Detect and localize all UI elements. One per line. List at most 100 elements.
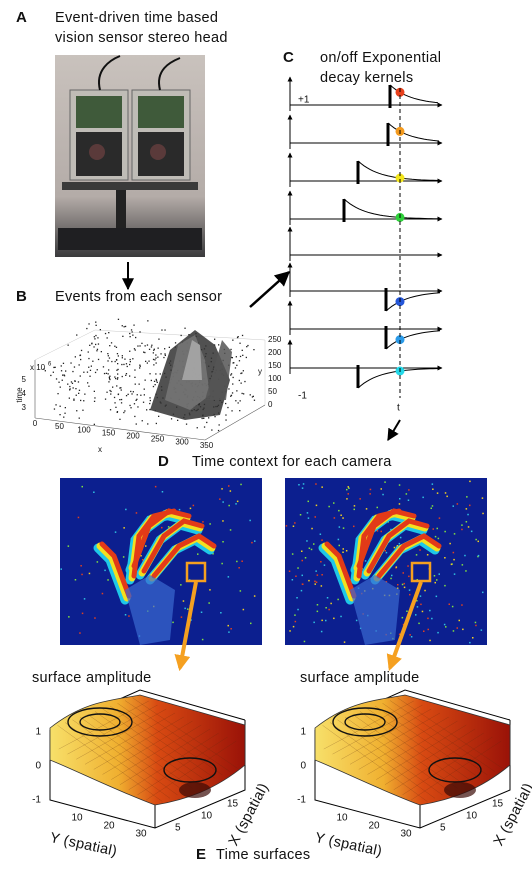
noise-dot [402,584,404,586]
event-dot [253,349,254,350]
panel-label: D [158,453,169,470]
noise-dot [168,526,170,528]
event-dot [157,357,158,358]
noise-dot [407,565,409,567]
noise-dot [104,570,106,572]
event-dot [71,381,72,382]
noise-dot [289,571,291,573]
noise-dot [300,514,302,516]
event-dot [97,369,98,370]
kernel-plots [290,77,442,398]
noise-dot [315,570,317,572]
event-dot [154,359,155,360]
noise-dot [369,493,371,495]
event-dot [139,345,140,346]
event-dot [76,410,77,411]
event-dot [110,391,111,392]
event-dot [92,361,93,362]
noise-dot [417,606,419,608]
axis-exponent: x 10 [30,363,46,372]
noise-dot [408,489,410,491]
noise-dot [406,493,408,495]
noise-dot [78,517,80,519]
noise-dot [314,581,316,583]
noise-dot [250,623,252,625]
event-dot [81,350,82,351]
noise-dot [381,531,383,533]
event-dot [94,397,95,398]
event-dot [114,402,115,403]
noise-dot [184,608,186,610]
event-dot [75,388,76,389]
noise-dot [197,553,199,555]
event-dot [160,353,161,354]
noise-dot [317,574,319,576]
event-dot [154,349,155,350]
noise-dot [302,584,304,586]
noise-dot [237,501,239,503]
event-dot [240,400,241,401]
noise-dot [230,490,232,492]
noise-dot [420,595,422,597]
event-dot [225,414,226,415]
event-dot [83,372,84,373]
axis-exponent: 6 [48,362,52,368]
noise-dot [340,616,342,618]
event-dot [88,386,89,387]
noise-dot [390,578,392,580]
noise-dot [228,625,230,627]
noise-dot [415,614,417,616]
noise-dot [304,641,306,643]
noise-dot [302,560,304,562]
noise-dot [251,542,253,544]
event-dot [95,372,96,373]
noise-dot [466,508,468,510]
noise-dot [482,513,484,515]
noise-dot [308,580,310,582]
event-dot [151,346,152,347]
noise-dot [292,553,294,555]
noise-dot [228,505,230,507]
kernel-max-label: +1 [298,95,310,106]
event-dot [106,392,107,393]
event-dot [236,365,237,366]
event-dot [115,361,116,362]
event-dot [50,375,51,376]
noise-dot [431,618,433,620]
noise-dot [193,505,195,507]
noise-dot [68,616,70,618]
noise-dot [82,486,84,488]
y-tick-label: 100 [268,374,282,383]
event-dot [153,352,154,353]
noise-dot [462,564,464,566]
noise-dot [439,517,441,519]
event-dot [169,347,170,348]
y-tick-label: 10 [71,813,83,824]
event-dot [231,410,232,411]
noise-dot [308,501,310,503]
event-dot [164,348,165,349]
event-dot [64,374,65,375]
event-dot [121,402,122,403]
event-dot [149,349,150,350]
event-dot [114,397,115,398]
noise-dot [464,555,466,557]
noise-dot [187,608,189,610]
noise-dot [449,604,451,606]
noise-dot [466,521,468,523]
event-dot [95,322,96,323]
noise-dot [298,484,300,486]
event-dot [60,387,61,388]
noise-dot [343,548,345,550]
noise-dot [436,579,438,581]
event-dot [122,336,123,337]
event-dot [132,358,133,359]
event-dot [108,369,109,370]
noise-dot [402,617,404,619]
event-dot [70,362,71,363]
event-dot [107,337,108,338]
event-dot [139,384,140,385]
noise-dot [228,631,230,633]
noise-dot [68,545,70,547]
event-dot [125,326,126,327]
